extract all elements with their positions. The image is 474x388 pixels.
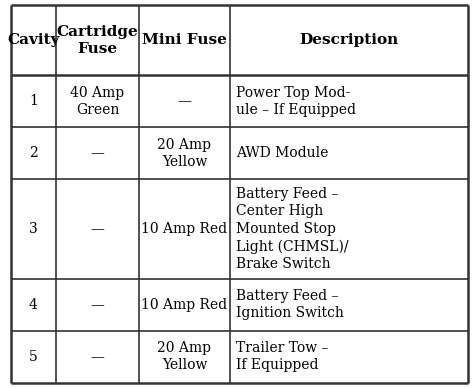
Text: AWD Module: AWD Module: [236, 146, 328, 160]
Bar: [230, 127, 468, 179]
Bar: [139, 75, 230, 127]
Bar: [230, 279, 468, 331]
Text: 10 Amp Red: 10 Amp Red: [141, 222, 228, 236]
Text: Cartridge
Fuse: Cartridge Fuse: [57, 24, 138, 56]
Text: Trailer Tow –
If Equipped: Trailer Tow – If Equipped: [236, 341, 328, 372]
Bar: [10, 179, 56, 279]
Text: 20 Amp
Yellow: 20 Amp Yellow: [157, 138, 211, 169]
Bar: [230, 331, 468, 383]
Text: Power Top Mod-
ule – If Equipped: Power Top Mod- ule – If Equipped: [236, 86, 356, 117]
Bar: [230, 75, 468, 127]
Bar: [56, 179, 139, 279]
Bar: [230, 179, 468, 279]
Bar: [56, 75, 139, 127]
Text: Mini Fuse: Mini Fuse: [142, 33, 227, 47]
Text: 10 Amp Red: 10 Amp Red: [141, 298, 228, 312]
Bar: [10, 5, 56, 75]
Bar: [10, 279, 56, 331]
Text: —: —: [91, 350, 104, 364]
Bar: [139, 5, 230, 75]
Bar: [139, 331, 230, 383]
Bar: [139, 127, 230, 179]
Text: 40 Amp
Green: 40 Amp Green: [71, 86, 125, 117]
Text: 20 Amp
Yellow: 20 Amp Yellow: [157, 341, 211, 372]
Bar: [56, 127, 139, 179]
Bar: [139, 279, 230, 331]
Bar: [230, 5, 468, 75]
Text: 3: 3: [29, 222, 38, 236]
Bar: [10, 331, 56, 383]
Text: 1: 1: [29, 94, 38, 108]
Bar: [56, 5, 139, 75]
Text: Battery Feed –
Center High
Mounted Stop
Light (CHMSL)/
Brake Switch: Battery Feed – Center High Mounted Stop …: [236, 187, 348, 271]
Bar: [10, 75, 56, 127]
Text: Cavity: Cavity: [7, 33, 60, 47]
Bar: [56, 279, 139, 331]
Text: Description: Description: [300, 33, 399, 47]
Text: —: —: [91, 298, 104, 312]
Bar: [10, 127, 56, 179]
Text: Battery Feed –
Ignition Switch: Battery Feed – Ignition Switch: [236, 289, 344, 320]
Bar: [139, 179, 230, 279]
Text: 5: 5: [29, 350, 38, 364]
Text: —: —: [91, 222, 104, 236]
Bar: [56, 331, 139, 383]
Text: —: —: [177, 94, 191, 108]
Text: 4: 4: [29, 298, 38, 312]
Text: —: —: [91, 146, 104, 160]
Text: 2: 2: [29, 146, 38, 160]
